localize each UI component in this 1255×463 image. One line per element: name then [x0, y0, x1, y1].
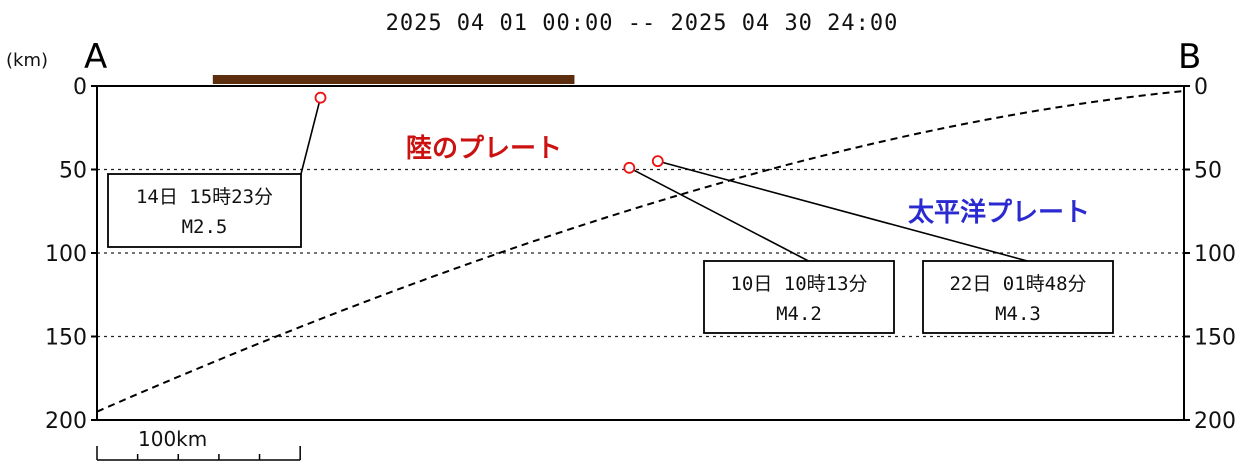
land-plate-label: 陸のプレート — [406, 134, 562, 164]
depth-unit-label: (km) — [6, 50, 48, 71]
callout-date: 10日 10時13分 — [730, 273, 867, 295]
scale-bar-label: 100km — [138, 427, 207, 451]
left-tick-label-50: 50 — [59, 159, 87, 184]
left-tick-label-150: 150 — [45, 326, 87, 351]
right-tick-label-200: 200 — [1194, 409, 1236, 434]
callout-leader — [300, 97, 322, 175]
callout-target-point — [651, 155, 664, 168]
right-tick-label-150: 150 — [1194, 326, 1236, 351]
right-tick-label-100: 100 — [1194, 242, 1236, 267]
land-area-bar — [212, 75, 575, 84]
callout-date: 14日 15時23分 — [136, 186, 273, 208]
callout-magnitude: M4.2 — [776, 303, 822, 325]
left-tick-label-0: 0 — [73, 75, 87, 100]
callout-target-point — [623, 161, 636, 174]
scale-bar-ruler — [96, 446, 301, 461]
callout-magnitude: M4.3 — [995, 303, 1041, 325]
scale-bar: 100km — [96, 427, 301, 461]
callout-magnitude: M2.5 — [182, 216, 228, 238]
callout-box — [703, 260, 895, 334]
left-tick-label-200: 200 — [45, 409, 87, 434]
section-end-a: A — [84, 37, 107, 77]
plot-frame — [96, 85, 1185, 421]
callout-target-point — [314, 91, 327, 104]
section-end-b: B — [1178, 37, 1201, 77]
pacific-plate-label: 太平洋プレート — [908, 197, 1090, 228]
callout-date: 22日 01時48分 — [949, 273, 1086, 295]
callout-box — [107, 173, 302, 248]
depth-gridlines — [97, 168, 1184, 338]
left-tick-label-100: 100 — [45, 242, 87, 267]
callout-layer: 14日 15時23分 M2.5 10日 10時13分 M4.2 22日 01時48分 M4… — [107, 91, 1114, 334]
depth-axis-ticks: 0 0 50 50 100 100 150 150 200 200 — [45, 75, 1236, 434]
slab-line-layer — [96, 90, 1185, 413]
right-tick-label-50: 50 — [1194, 159, 1222, 184]
callout-leader — [657, 160, 1028, 262]
callout-leader — [628, 167, 809, 262]
chart-title: 2025 04 01 00:00 -- 2025 04 30 24:00 — [386, 11, 899, 36]
callout-box — [922, 260, 1114, 334]
right-tick-label-0: 0 — [1194, 75, 1208, 100]
plate-boundary-line — [96, 90, 1185, 413]
